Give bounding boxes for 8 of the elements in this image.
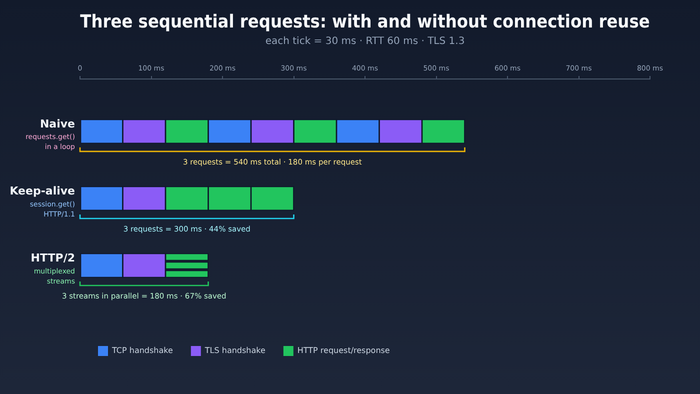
- y-tick-label: HTTP/2: [30, 251, 75, 264]
- y-tick-label: Naive: [40, 117, 75, 130]
- chart-subtitle: each tick = 30 ms · RTT 60 ms · TLS 1.3: [265, 36, 465, 48]
- chart-title: Three sequential requests: with and without connection reuse: [80, 12, 650, 33]
- legend-label: TCP handshake: [111, 346, 173, 356]
- legend-label: HTTP request/response: [297, 346, 390, 356]
- legend-label: TLS handshake: [204, 346, 266, 356]
- y-tick-label: Keep-alive: [10, 184, 75, 198]
